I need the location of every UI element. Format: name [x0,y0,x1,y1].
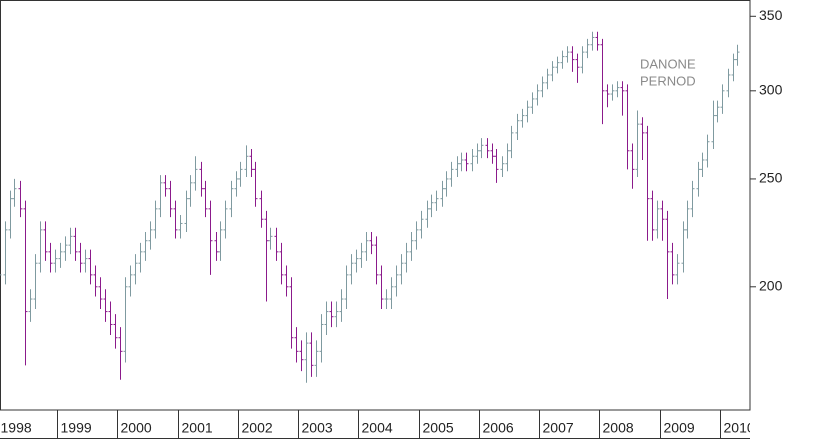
x-labels: 1998 1999 2000 2001 2002 2003 2004 2005 2006 2007… [1,420,755,436]
x-tick-label: 2001 [182,420,213,436]
x-tick-label: 2010 [724,420,755,436]
x-tick-label: 2007 [543,420,574,436]
x-tick-label: 2002 [242,420,273,436]
x-tick-label: 2000 [121,420,152,436]
plot-frame [0,0,751,411]
y-tick-label: 300 [759,82,783,98]
annotation: DANONE [640,56,696,71]
x-tick-label: 1999 [61,420,92,436]
x-tick-label: 2004 [362,420,393,436]
y-tick-label: 350 [759,7,783,23]
y-tick-label: 250 [759,170,783,186]
y-tick-label: 200 [759,277,783,293]
x-tick-label: 2006 [483,420,514,436]
x-tick-label: 2005 [423,420,454,436]
x-tick-label: 2009 [664,420,695,436]
x-tick-label: 2008 [603,420,634,436]
annotation: PERNOD [640,73,696,88]
x-tick-label: 2003 [302,420,333,436]
x-tick-label: 1998 [1,420,32,436]
